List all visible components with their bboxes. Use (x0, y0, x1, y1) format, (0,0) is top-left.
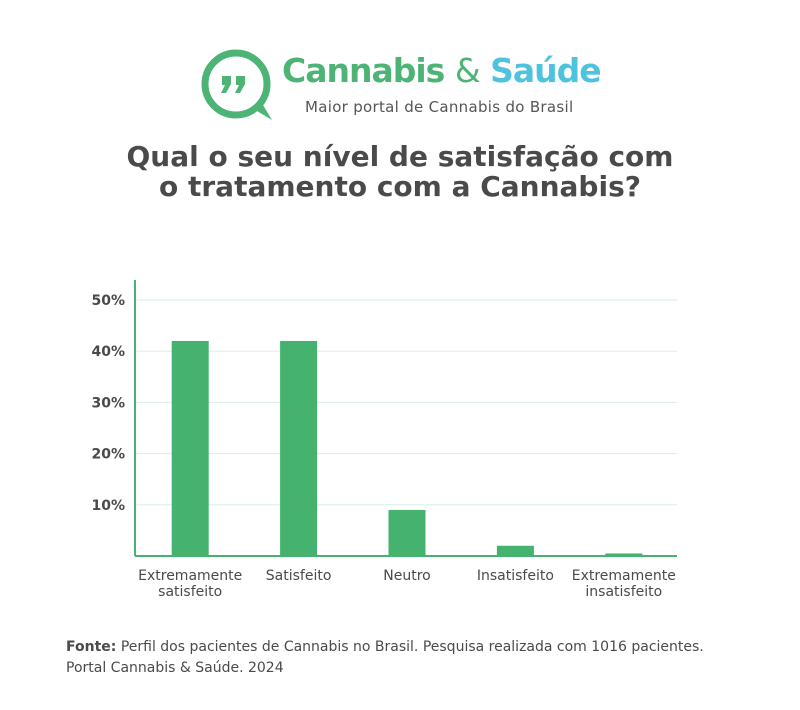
brand-name-amp: & (454, 51, 481, 90)
quote-bubble-icon (201, 49, 272, 120)
source-label: Fonte: (66, 639, 117, 655)
bar (496, 545, 534, 555)
y-tick-label: 50% (91, 293, 125, 309)
brand-name: Cannabis & Saúde (282, 51, 602, 90)
source-footnote: Fonte: Perfil dos pacientes de Cannabis … (66, 637, 766, 679)
brand-logo: Cannabis & Saúde Maior portal de Cannabi… (200, 48, 620, 126)
x-tick-label: Extremamente satisfeito (138, 568, 242, 600)
y-tick-label: 40% (91, 344, 125, 360)
source-text: Perfil dos pacientes de Cannabis no Bras… (116, 639, 704, 655)
chart-title: Qual o seu nível de satisfação com o tra… (0, 142, 800, 202)
bar (280, 340, 318, 555)
brand-name-part2: Saúde (490, 51, 602, 90)
y-tick-label: 10% (91, 498, 125, 514)
y-tick-label: 20% (91, 447, 125, 463)
x-tick-label: Insatisfeito (477, 568, 554, 584)
x-tick-label: Extremamente insatisfeito (572, 568, 676, 600)
brand-name-part1: Cannabis (282, 51, 445, 90)
bar (605, 553, 643, 555)
brand-tagline: Maior portal de Cannabis do Brasil (305, 98, 574, 116)
bar (388, 509, 426, 555)
chart-title-line2: o tratamento com a Cannabis? (159, 170, 641, 203)
y-tick-label: 30% (91, 395, 125, 411)
bar (171, 340, 209, 555)
x-tick-label: Satisfeito (266, 568, 332, 584)
source-text-line2: Portal Cannabis & Saúde. 2024 (66, 660, 284, 676)
chart-title-line1: Qual o seu nível de satisfação com (126, 140, 674, 173)
x-tick-label: Neutro (383, 568, 430, 584)
